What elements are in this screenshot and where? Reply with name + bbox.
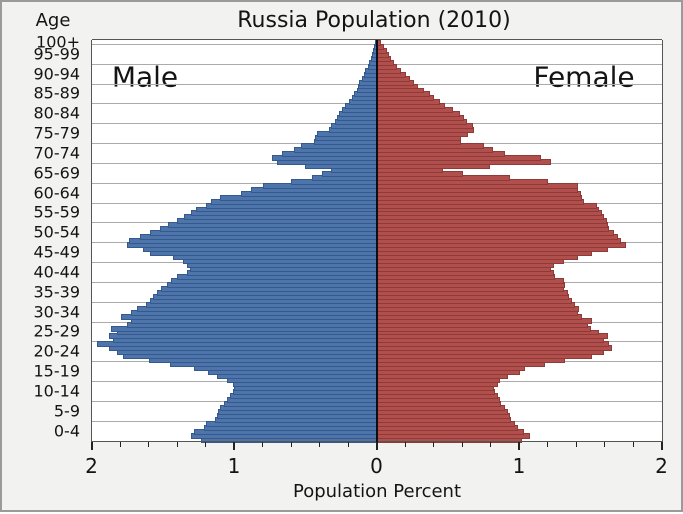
- age-group-label: 55-59: [33, 202, 81, 222]
- major-tick: [233, 442, 235, 451]
- minor-tick: [404, 442, 406, 448]
- age-group-label: 20-24: [33, 341, 81, 361]
- center-line: [375, 39, 378, 442]
- minor-tick: [347, 442, 349, 448]
- male-series-label: Male: [101, 62, 189, 92]
- age-group-label: 85-89: [33, 83, 81, 103]
- minor-tick: [205, 442, 206, 448]
- age-group-label: 45-49: [33, 242, 81, 262]
- chart-title: Russia Population (2010): [237, 8, 511, 33]
- age-group-label: 50-54: [33, 222, 81, 242]
- x-axis-title: Population Percent: [292, 481, 462, 502]
- x-tick-label: 1: [227, 454, 241, 478]
- minor-tick: [433, 442, 434, 448]
- age-group-label: 35-39: [33, 282, 81, 302]
- age-group-label: 10-14: [33, 381, 81, 401]
- top-spine: [91, 38, 662, 41]
- minor-tick: [632, 442, 634, 448]
- age-group-label: 25-29: [33, 321, 81, 341]
- age-group-label: 75-79: [33, 123, 81, 143]
- age-group-label: 60-64: [33, 183, 81, 203]
- age-group-label: 0-4: [53, 421, 80, 441]
- minor-tick: [119, 442, 121, 448]
- x-tick-label: 0: [370, 454, 383, 478]
- age-group-label: 100+: [36, 32, 80, 52]
- minor-tick: [148, 442, 149, 448]
- age-axis-title: Age: [35, 10, 71, 31]
- major-tick: [375, 442, 378, 451]
- x-tick-label: 2: [85, 454, 98, 478]
- age-group-label: 80-84: [33, 103, 81, 123]
- age-group-label: 65-69: [33, 163, 81, 183]
- left-spine: [90, 39, 92, 441]
- minor-tick: [547, 442, 548, 448]
- major-tick: [90, 442, 93, 451]
- right-spine: [661, 39, 663, 441]
- minor-tick: [176, 442, 178, 448]
- minor-tick: [575, 442, 577, 448]
- minor-tick: [490, 442, 491, 448]
- x-tick-label: 1: [512, 454, 526, 478]
- minor-tick: [604, 442, 605, 448]
- age-group-label: 95-99: [33, 44, 81, 64]
- age-group-label: 15-19: [33, 361, 81, 381]
- major-tick: [660, 442, 663, 451]
- age-group-label: 30-34: [33, 302, 81, 322]
- minor-tick: [290, 442, 292, 448]
- age-group-label: 90-94: [33, 64, 81, 84]
- age-group-label: 40-44: [33, 262, 81, 282]
- major-tick: [518, 442, 520, 451]
- age-group-label: 5-9: [53, 401, 80, 421]
- minor-tick: [461, 442, 463, 448]
- minor-tick: [262, 442, 263, 448]
- female-series-label: Female: [523, 62, 645, 92]
- minor-tick: [319, 442, 320, 448]
- x-tick-label: 2: [655, 454, 668, 478]
- age-group-label: 70-74: [33, 143, 81, 163]
